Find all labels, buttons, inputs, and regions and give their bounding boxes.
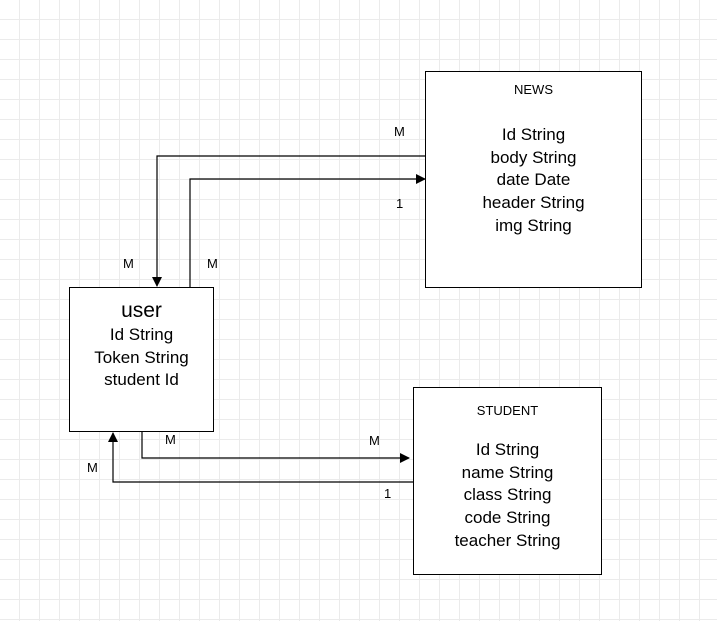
student-field: name String [461,462,554,482]
student-field-list: Id String name String class String code … [414,439,601,553]
user-field: Id String [109,325,174,344]
connector-user-to-student[interactable] [141,432,410,463]
cardinality-label: M [165,432,176,447]
student-field: teacher String [454,530,561,550]
cardinality-label: 1 [384,486,392,501]
student-field: Id String [475,440,540,459]
cardinality-label: M [369,433,380,448]
news-entity[interactable]: NEWS Id String body String date Date hea… [425,71,642,288]
cardinality-label: M [87,460,98,475]
student-field: class String [463,485,552,505]
user-field: Token String [94,347,189,367]
connector-user-to-news[interactable] [189,174,426,287]
news-field: img String [495,215,572,235]
user-field-list: Id String Token String student Id [70,324,213,392]
news-field-list: Id String body String date Date header S… [426,124,641,238]
user-entity-title: user [121,299,162,322]
news-field: body String [490,147,577,167]
student-field: code String [464,508,551,528]
cardinality-label: M [123,256,134,271]
user-entity[interactable]: user Id String Token String student Id [69,287,214,432]
news-field: date Date [496,170,571,190]
student-entity[interactable]: STUDENT Id String name String class Stri… [413,387,602,575]
connector-student-to-user[interactable] [108,432,414,483]
news-entity-title: NEWS [514,82,553,97]
news-field: Id String [501,125,566,144]
connector-news-to-user[interactable] [152,155,426,287]
cardinality-label: 1 [396,196,404,211]
student-entity-title: STUDENT [476,403,539,418]
cardinality-label: M [394,124,405,139]
cardinality-label: M [207,256,218,271]
news-field: header String [482,193,585,213]
user-field: student Id [104,370,179,390]
